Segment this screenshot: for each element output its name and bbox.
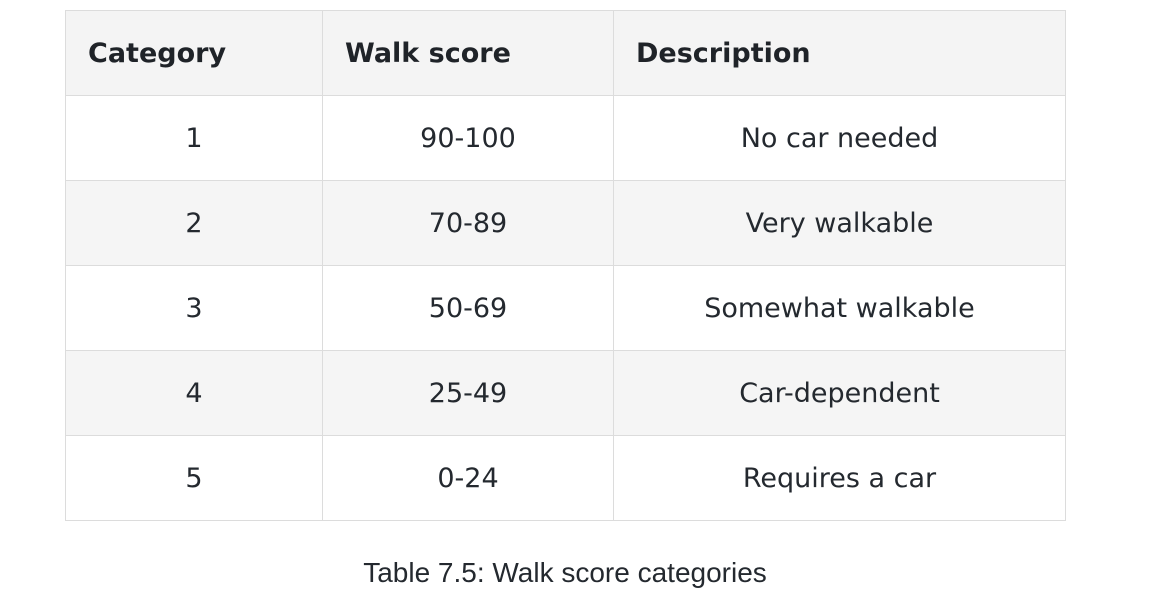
cell-category: 2 (65, 180, 323, 266)
cell-category: 1 (65, 95, 323, 181)
cell-description: No car needed (613, 95, 1066, 181)
cell-description: Somewhat walkable (613, 265, 1066, 351)
header-category: Category (65, 10, 323, 96)
walk-score-table-container: Category Walk score Description 1 90-100… (65, 10, 1066, 521)
cell-walk-score: 70-89 (322, 180, 614, 266)
cell-description: Very walkable (613, 180, 1066, 266)
cell-walk-score: 50-69 (322, 265, 614, 351)
walk-score-table: Category Walk score Description 1 90-100… (65, 10, 1066, 521)
header-walk-score: Walk score (322, 10, 614, 96)
table-row: 3 50-69 Somewhat walkable (65, 265, 1066, 351)
header-description: Description (613, 10, 1066, 96)
cell-category: 4 (65, 350, 323, 436)
cell-walk-score: 90-100 (322, 95, 614, 181)
table-row: 2 70-89 Very walkable (65, 180, 1066, 266)
cell-walk-score: 25-49 (322, 350, 614, 436)
cell-description: Car-dependent (613, 350, 1066, 436)
table-row: 4 25-49 Car-dependent (65, 350, 1066, 436)
cell-walk-score: 0-24 (322, 435, 614, 521)
cell-category: 3 (65, 265, 323, 351)
table-caption: Table 7.5: Walk score categories (363, 557, 767, 588)
cell-description: Requires a car (613, 435, 1066, 521)
cell-category: 5 (65, 435, 323, 521)
table-row: 1 90-100 No car needed (65, 95, 1066, 181)
table-row: 5 0-24 Requires a car (65, 435, 1066, 521)
table-header-row: Category Walk score Description (65, 10, 1066, 96)
